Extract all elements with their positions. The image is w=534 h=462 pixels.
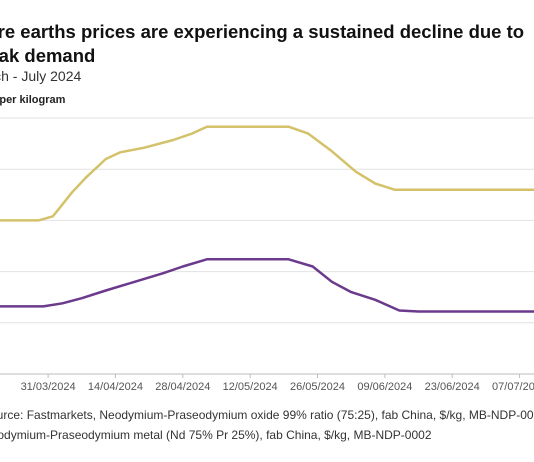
gridlines: [0, 117, 534, 375]
source-note: Source: Fastmarkets, Neodymium-Praseodym…: [0, 405, 534, 445]
chart-title: Rare earths prices are experiencing a su…: [0, 21, 525, 66]
x-tick-label: 23/06/2024: [425, 381, 480, 393]
x-tick-label: 31/03/2024: [21, 381, 76, 393]
x-tick-label: 07/07/2024: [492, 381, 534, 393]
x-tick-label: 14/04/2024: [88, 381, 143, 393]
source-line-1: Source: Fastmarkets, Neodymium-Praseodym…: [0, 408, 534, 422]
series-line-2: [0, 258, 534, 313]
x-tick-label: 26/05/2024: [290, 381, 345, 393]
chart-subtitle: March - July 2024: [0, 68, 82, 84]
x-axis-ticks: 31/03/2024 14/04/2024 28/04/2024 12/05/2024…: [21, 374, 534, 393]
x-tick-label: 28/04/2024: [155, 381, 210, 393]
y-axis-unit-label: Dollars per kilogram: [0, 94, 66, 106]
series-lines: [0, 125, 534, 313]
x-tick-label: 09/06/2024: [357, 381, 412, 393]
series-line-1: [0, 125, 534, 222]
x-tick-label: 12/05/2024: [223, 381, 278, 393]
source-line-2: Neodymium-Praseodymium metal (Nd 75% Pr …: [0, 428, 432, 442]
